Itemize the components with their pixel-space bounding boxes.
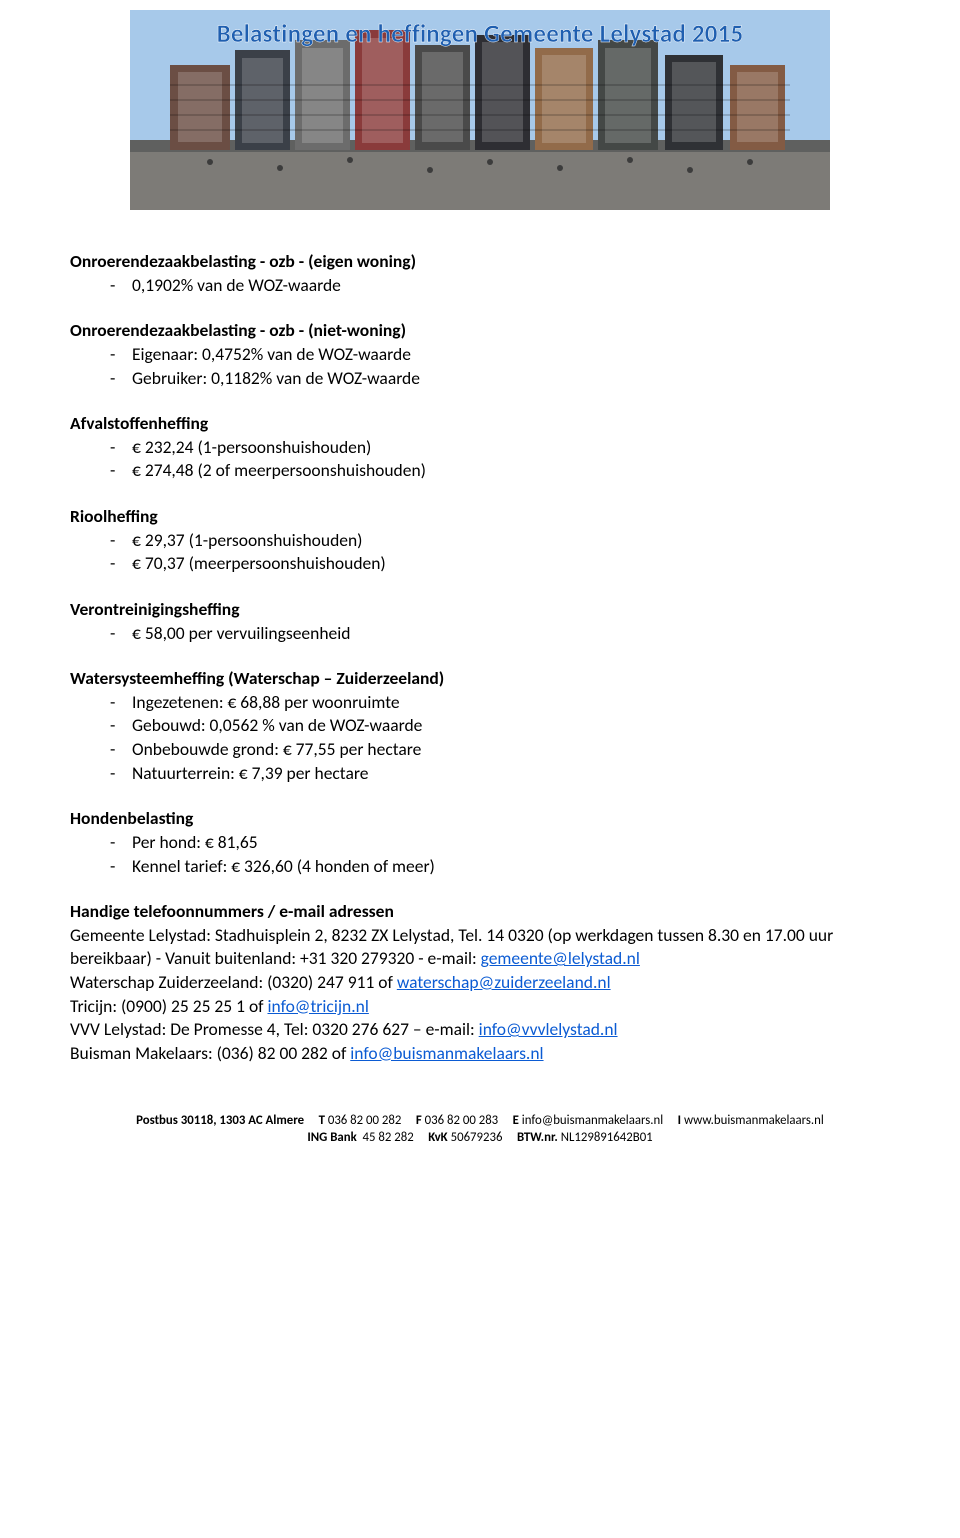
- footer-label: ING Bank: [307, 1130, 356, 1145]
- contact-line: Buisman Makelaars: (036) 82 00 282 of in…: [70, 1042, 890, 1066]
- list-item: € 29,37 (1-persoonshuishouden): [110, 529, 890, 553]
- list-item: Eigenaar: 0,4752% van de WOZ-waarde: [110, 343, 890, 367]
- email-link[interactable]: info@buismanmakelaars.nl: [350, 1042, 543, 1064]
- footer-label: I: [678, 1113, 681, 1128]
- footer-label: E: [513, 1113, 519, 1128]
- list-item: € 232,24 (1-persoonshuishouden): [110, 436, 890, 460]
- footer-label: T: [319, 1113, 325, 1128]
- contact-line: Waterschap Zuiderzeeland: (0320) 247 911…: [70, 971, 890, 995]
- footer-address: Postbus 30118, 1303 AC Almere: [136, 1113, 304, 1128]
- section-list: € 29,37 (1-persoonshuishouden) € 70,37 (…: [110, 529, 890, 576]
- footer-row: Postbus 30118, 1303 AC Almere T 036 82 0…: [0, 1112, 960, 1129]
- list-item: Onbebouwde grond: € 77,55 per hectare: [110, 738, 890, 762]
- footer-value: www.buismanmakelaars.nl: [684, 1113, 824, 1128]
- contact-line: VVV Lelystad: De Promesse 4, Tel: 0320 2…: [70, 1018, 890, 1042]
- document-body: Onroerendezaakbelasting - ozb - (eigen w…: [70, 250, 890, 1066]
- list-item: Ingezetenen: € 68,88 per woonruimte: [110, 691, 890, 715]
- contact-text: Buisman Makelaars: (036) 82 00 282 of: [70, 1042, 350, 1064]
- contact-text: Gemeente Lelystad: Stadhuisplein 2, 8232…: [70, 924, 761, 946]
- contact-text: Waterschap Zuiderzeeland: (0320) 247 911…: [70, 971, 397, 993]
- banner-image: Belastingen en heffingen Gemeente Lelyst…: [130, 10, 830, 210]
- section-list: 0,1902% van de WOZ-waarde: [110, 274, 890, 298]
- section-heading: Verontreinigingsheffing: [70, 598, 890, 622]
- footer-value: info@buismanmakelaars.nl: [522, 1113, 663, 1128]
- footer-value: 036 82 00 282: [328, 1113, 402, 1128]
- footer-value: 036 82 00 283: [425, 1113, 499, 1128]
- section-list: € 58,00 per vervuilingseenheid: [110, 622, 890, 646]
- section-heading: Watersysteemheffing (Waterschap – Zuider…: [70, 667, 890, 691]
- footer-value: 45 82 282: [363, 1130, 414, 1145]
- footer-value: NL129891642B01: [561, 1130, 653, 1145]
- footer-label: F: [416, 1113, 422, 1128]
- list-item: Kennel tarief: € 326,60 (4 honden of mee…: [110, 855, 890, 879]
- section-heading: Afvalstoffenheffing: [70, 412, 890, 436]
- contacts-heading: Handige telefoonnummers / e-mail adresse…: [70, 900, 890, 924]
- banner-title: Belastingen en heffingen Gemeente Lelyst…: [130, 18, 830, 49]
- section-list: Eigenaar: 0,4752% van de WOZ-waarde Gebr…: [110, 343, 890, 390]
- footer-label: BTW.nr.: [517, 1130, 558, 1145]
- list-item: 0,1902% van de WOZ-waarde: [110, 274, 890, 298]
- footer-label: KvK: [428, 1130, 448, 1145]
- footer-row: ING Bank 45 82 282 KvK 50679236 BTW.nr. …: [0, 1129, 960, 1146]
- footer-value: 50679236: [451, 1130, 503, 1145]
- email-link[interactable]: info@tricijn.nl: [267, 995, 368, 1017]
- section-list: € 232,24 (1-persoonshuishouden) € 274,48…: [110, 436, 890, 483]
- section-heading: Onroerendezaakbelasting - ozb - (eigen w…: [70, 250, 890, 274]
- list-item: Per hond: € 81,65: [110, 831, 890, 855]
- list-item: € 70,37 (meerpersoonshuishouden): [110, 552, 890, 576]
- email-link[interactable]: info@vvvlelystad.nl: [479, 1018, 618, 1040]
- contact-line: Gemeente Lelystad: Stadhuisplein 2, 8232…: [70, 924, 890, 971]
- email-link[interactable]: gemeente@lelystad.nl: [481, 947, 640, 969]
- section-list: Ingezetenen: € 68,88 per woonruimte Gebo…: [110, 691, 890, 786]
- list-item: € 58,00 per vervuilingseenheid: [110, 622, 890, 646]
- list-item: € 274,48 (2 of meerpersoonshuishouden): [110, 459, 890, 483]
- list-item: Gebruiker: 0,1182% van de WOZ-waarde: [110, 367, 890, 391]
- contact-text: Tricijn: (0900) 25 25 25 1 of: [70, 995, 267, 1017]
- list-item: Gebouwd: 0,0562 % van de WOZ-waarde: [110, 714, 890, 738]
- email-link[interactable]: waterschap@zuiderzeeland.nl: [397, 971, 611, 993]
- section-heading: Hondenbelasting: [70, 807, 890, 831]
- section-list: Per hond: € 81,65 Kennel tarief: € 326,6…: [110, 831, 890, 878]
- section-heading: Rioolheffing: [70, 505, 890, 529]
- contact-text: VVV Lelystad: De Promesse 4, Tel: 0320 2…: [70, 1018, 479, 1040]
- list-item: Natuurterrein: € 7,39 per hectare: [110, 762, 890, 786]
- footer: Postbus 30118, 1303 AC Almere T 036 82 0…: [0, 1112, 960, 1147]
- contact-line: Tricijn: (0900) 25 25 25 1 of info@trici…: [70, 995, 890, 1019]
- section-heading: Onroerendezaakbelasting - ozb - (niet-wo…: [70, 319, 890, 343]
